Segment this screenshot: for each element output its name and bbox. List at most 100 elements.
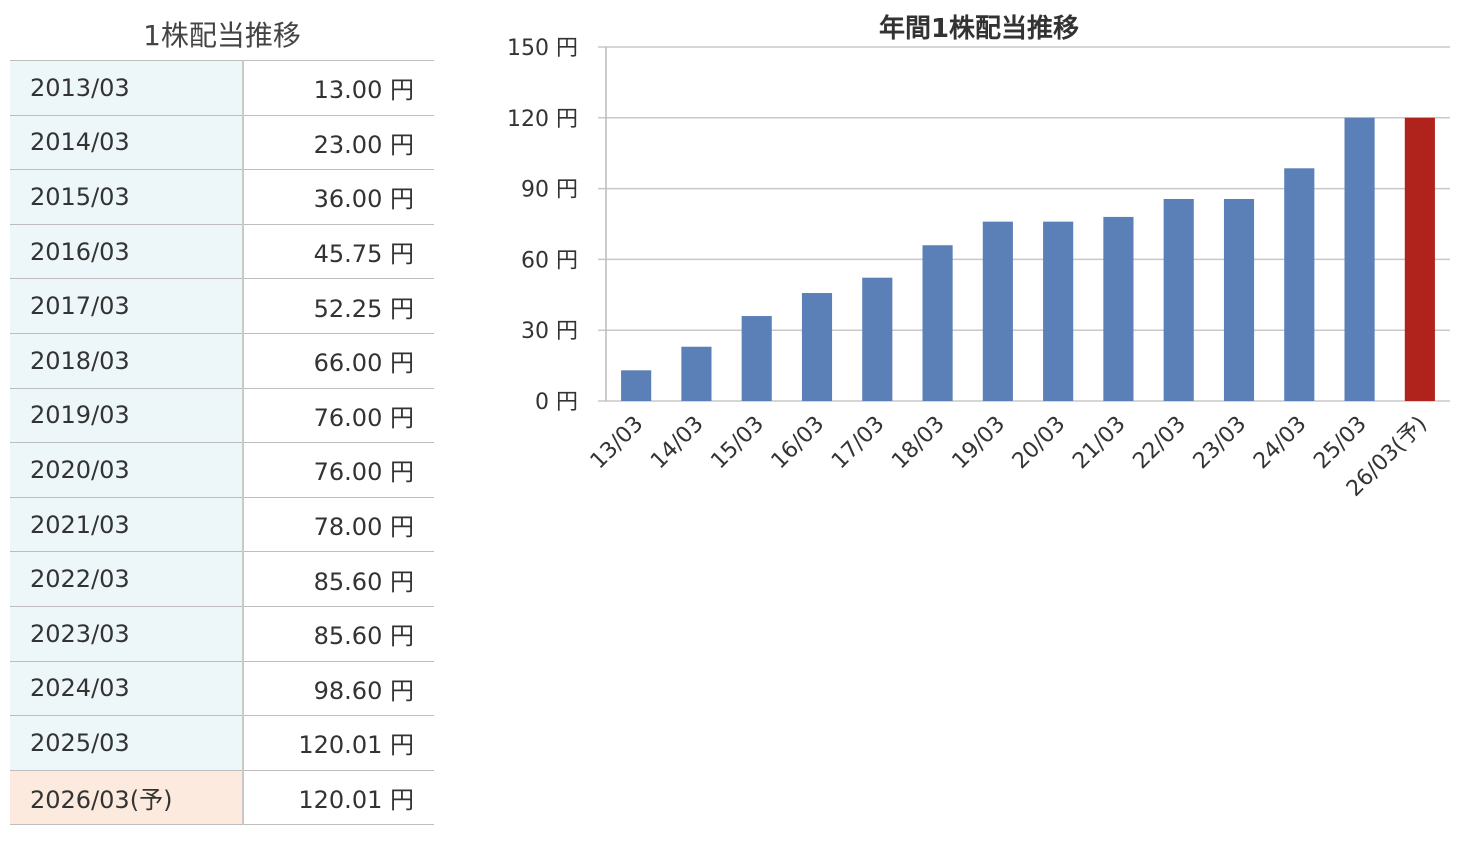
bar — [1223, 198, 1255, 401]
row-amount: 120.01 円 — [243, 769, 434, 826]
bar — [1284, 168, 1315, 401]
row-amount-unit: 円 — [390, 294, 414, 323]
bar — [1043, 221, 1074, 401]
table-row: 2020/03 76.00 円 — [10, 442, 434, 498]
table-row: 2023/03 85.60 円 — [10, 605, 434, 662]
row-amount-value: 85.60 — [313, 622, 383, 651]
y-tick-label: 0 円 — [535, 390, 578, 415]
row-amount-value: 23.00 — [313, 130, 383, 159]
row-period: 2017/03 — [10, 278, 244, 334]
row-period: 2026/03(予) — [10, 769, 244, 826]
table-row: 2018/03 66.00 円 — [10, 332, 434, 389]
table-row: 2015/03 36.00 円 — [10, 169, 434, 225]
row-period: 2022/03 — [10, 551, 244, 607]
chart-title: 年間1株配当推移 — [879, 13, 1079, 44]
row-amount-value: 120.01 — [298, 786, 383, 815]
row-amount-unit: 円 — [390, 513, 414, 542]
row-amount-unit: 円 — [390, 786, 414, 815]
table-row: 2024/03 98.60 円 — [10, 660, 434, 717]
x-tick-label: 22/03 — [1128, 412, 1191, 475]
bar-forecast — [1404, 117, 1435, 401]
row-period: 2023/03 — [10, 605, 244, 662]
row-amount: 98.60 円 — [243, 660, 434, 717]
row-amount-value: 45.75 — [313, 240, 383, 269]
dividend-chart: 年間1株配当推移 0 円 30 円 60 円 90 円 120 円 150 円 13/03… — [507, 13, 1450, 502]
bar — [982, 221, 1013, 401]
row-amount: 13.00 円 — [243, 60, 434, 116]
row-amount-unit: 円 — [390, 676, 414, 705]
x-tick-label: 15/03 — [706, 412, 769, 475]
row-period: 2024/03 — [10, 660, 244, 717]
row-period: 2025/03 — [10, 715, 244, 771]
table-row: 2021/03 78.00 円 — [10, 496, 434, 553]
row-period: 2018/03 — [10, 332, 244, 389]
x-tick-label: 23/03 — [1189, 412, 1252, 475]
row-period: 2014/03 — [10, 114, 244, 171]
bar — [741, 316, 772, 401]
bar — [1163, 198, 1194, 401]
x-tick-label: 16/03 — [767, 412, 830, 475]
bar — [922, 245, 953, 401]
row-amount: 85.60 円 — [243, 605, 434, 662]
table-row: 2022/03 85.60 円 — [10, 551, 434, 607]
row-amount-value: 66.00 — [313, 349, 383, 378]
table-row: 2016/03 45.75 円 — [10, 223, 434, 280]
row-amount-unit: 円 — [390, 76, 414, 105]
row-amount-unit: 円 — [390, 731, 414, 760]
x-tick-label: 17/03 — [827, 412, 890, 475]
row-amount: 52.25 円 — [243, 278, 434, 334]
bar — [621, 370, 652, 401]
dividend-table: 2013/03 13.00 円 2014/03 23.00 円 2015/03 36.00… — [10, 60, 434, 826]
row-amount-unit: 円 — [390, 240, 414, 269]
x-tick-label: 19/03 — [948, 412, 1011, 475]
row-amount-value: 52.25 — [313, 294, 383, 323]
y-tick-label: 30 円 — [521, 319, 578, 344]
y-tick-label: 60 円 — [521, 248, 578, 273]
row-amount-value: 76.00 — [313, 458, 383, 487]
x-tick-label: 13/03 — [586, 412, 649, 475]
row-period: 2015/03 — [10, 169, 244, 225]
x-tick-label: 24/03 — [1249, 412, 1312, 475]
row-amount: 120.01 円 — [243, 715, 434, 771]
bar — [681, 346, 712, 401]
x-tick-label: 20/03 — [1008, 412, 1071, 475]
row-period: 2020/03 — [10, 442, 244, 498]
x-tick-label: 21/03 — [1068, 412, 1131, 475]
y-tick-label: 90 円 — [521, 178, 578, 203]
row-period: 2021/03 — [10, 496, 244, 553]
table-row: 2013/03 13.00 円 — [10, 60, 434, 116]
table-row: 2017/03 52.25 円 — [10, 278, 434, 334]
bar — [801, 293, 833, 401]
row-amount: 78.00 円 — [243, 496, 434, 553]
row-period: 2016/03 — [10, 223, 244, 280]
row-amount-value: 120.01 — [298, 731, 383, 760]
table-row: 2026/03(予) 120.01 円 — [10, 769, 434, 826]
bar — [1344, 117, 1375, 401]
row-amount: 76.00 円 — [243, 442, 434, 498]
row-period: 2019/03 — [10, 387, 244, 444]
table-row: 2019/03 76.00 円 — [10, 387, 434, 444]
table-row: 2014/03 23.00 円 — [10, 114, 434, 171]
table-title: 1株配当推移 — [143, 19, 301, 52]
y-tick-label: 150 円 — [507, 36, 578, 61]
row-amount-unit: 円 — [390, 403, 414, 432]
row-amount-value: 36.00 — [313, 185, 383, 214]
table-row: 2025/03 120.01 円 — [10, 715, 434, 771]
x-tick-label: 14/03 — [646, 412, 709, 475]
row-amount-unit: 円 — [390, 622, 414, 651]
bar — [862, 277, 893, 401]
row-amount-unit: 円 — [390, 567, 414, 596]
row-amount: 85.60 円 — [243, 551, 434, 607]
bar — [1103, 216, 1134, 401]
row-amount: 23.00 円 — [243, 114, 434, 171]
row-amount: 36.00 円 — [243, 169, 434, 225]
y-tick-label: 120 円 — [507, 107, 578, 132]
row-amount-unit: 円 — [390, 458, 414, 487]
row-amount-unit: 円 — [390, 185, 414, 214]
row-amount: 45.75 円 — [243, 223, 434, 280]
row-amount: 66.00 円 — [243, 332, 434, 389]
row-amount-unit: 円 — [390, 130, 414, 159]
row-amount-value: 76.00 — [313, 403, 383, 432]
row-amount-value: 78.00 — [313, 513, 383, 542]
row-amount-value: 85.60 — [313, 567, 383, 596]
